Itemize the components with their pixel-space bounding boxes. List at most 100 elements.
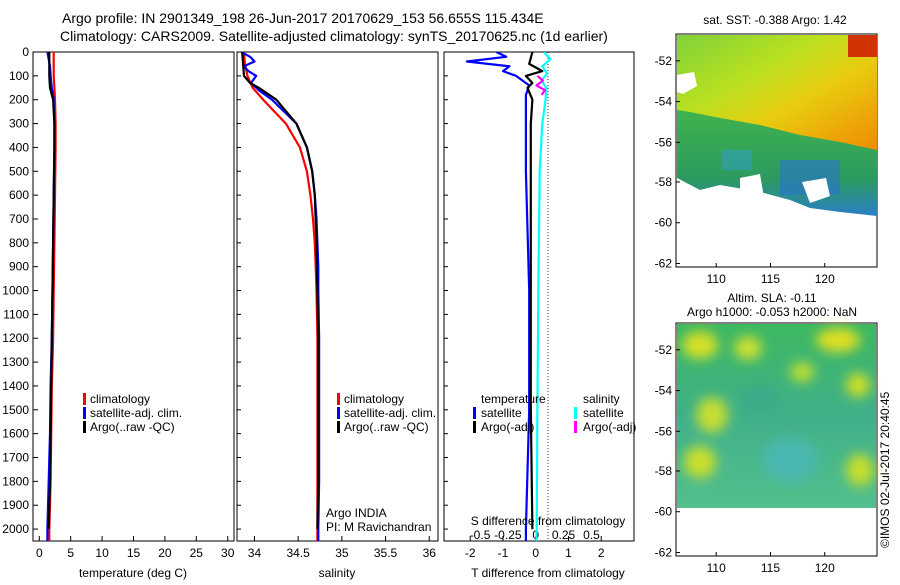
depth-tick-label: 1400 xyxy=(2,379,29,393)
temperature-series xyxy=(46,52,57,541)
series-line xyxy=(535,52,552,541)
legend-sal-title: salinity xyxy=(583,392,620,406)
sla-field xyxy=(677,324,876,508)
depth-tick-label: 500 xyxy=(9,164,29,178)
legend-clim: climatology xyxy=(90,392,150,406)
map-y-tick-label: -62 xyxy=(655,257,673,271)
depth-tick-label: 1900 xyxy=(2,498,29,512)
depth-tick-label: 400 xyxy=(9,140,29,154)
legend-swatch-s-argo xyxy=(574,421,577,433)
salinity-difference-axis: -0.5 -0.25 0 0.25 0.5 xyxy=(470,528,600,542)
annotation-line1: Argo INDIA xyxy=(326,506,387,520)
legend-swatch-sat xyxy=(83,407,86,419)
x-tick-label: 5 xyxy=(67,546,74,560)
sla-map-title-1: Altim. SLA: -0.11 xyxy=(727,291,816,305)
series-line xyxy=(242,52,319,541)
legend-argo: Argo(..raw -QC) xyxy=(344,420,429,434)
x-tick-label: 1 xyxy=(565,546,572,560)
salinity-series xyxy=(240,52,321,541)
sst-map: sat. SST: -0.388 Argo: 1.42 110 115 120 -52… xyxy=(655,13,878,286)
depth-tick-label: 1500 xyxy=(2,403,29,417)
x-tick-label: 20 xyxy=(158,546,172,560)
x-tick-label: -2 xyxy=(465,546,476,560)
legend-swatch-sat xyxy=(337,407,340,419)
depth-tick-label: 100 xyxy=(9,69,29,83)
legend-swatch-t-argo xyxy=(473,421,476,433)
difference-x-axis: -2 -1 0 1 2 xyxy=(444,51,605,560)
map-x-tick-label: 115 xyxy=(761,561,780,575)
legend-swatch-s-sat xyxy=(574,407,577,419)
sst-field-warm xyxy=(677,35,877,150)
x2-tick-label: -0.25 xyxy=(494,528,522,542)
sst-hot-corner xyxy=(848,35,877,57)
map-x-tick-label: 120 xyxy=(815,561,835,575)
sla-high-blob xyxy=(846,373,870,397)
sst-missing-data xyxy=(802,178,830,203)
x-tick-label: 2 xyxy=(598,546,605,560)
depth-tick-label: 1000 xyxy=(2,284,29,298)
temperature-panel: 0100200300400500600700800900100011001200… xyxy=(2,45,234,580)
sla-high-blob xyxy=(684,446,716,478)
sla-high-blob xyxy=(816,328,860,352)
legend-sat: satellite-adj. clim. xyxy=(344,406,436,420)
map-y-tick-label: -56 xyxy=(655,424,673,438)
temperature-xlabel: temperature (deg C) xyxy=(79,566,187,580)
depth-axis: 0 100 200 300 400 500 600 700 800 900 1000 1100 1200… xyxy=(2,45,38,536)
difference-xlabel: T difference from climatology xyxy=(471,566,625,580)
x-tick-label: 30 xyxy=(221,546,235,560)
salinity-xlabel: salinity xyxy=(319,566,356,580)
salinity-panel: 34 34.5 35 35.5 36 salinity climatology sate… xyxy=(236,51,439,580)
salinity-axes xyxy=(236,51,439,542)
series-line xyxy=(535,75,547,96)
annotation-line2: PI: M Ravichandran xyxy=(326,520,431,534)
legend-swatch-t-sat xyxy=(473,407,476,419)
x-tick-label: 34 xyxy=(248,546,262,560)
sla-map: Altim. SLA: -0.11 Argo h1000: -0.053 h20… xyxy=(655,291,878,575)
sla-map-axes: 110 115 120 -52 -54 -56 -58 -60 -62 xyxy=(655,343,835,575)
map-x-tick-label: 110 xyxy=(707,272,726,286)
legend-swatch-argo xyxy=(337,421,340,433)
legend-swatch-argo xyxy=(83,421,86,433)
sst-missing-data xyxy=(677,72,697,94)
temperature-legend: climatology satellite-adj. clim. Argo(..… xyxy=(83,392,182,434)
map-y-tick-label: -56 xyxy=(655,135,673,149)
sla-high-blob xyxy=(696,397,728,433)
sla-blobs xyxy=(682,328,874,486)
x-tick-label: 36 xyxy=(423,546,437,560)
depth-tick-label: 1200 xyxy=(2,331,29,345)
map-y-tick-label: -58 xyxy=(655,464,673,478)
series-line xyxy=(240,52,321,541)
series-line xyxy=(47,52,56,530)
difference-series xyxy=(465,52,552,541)
legend-swatch-clim xyxy=(337,393,340,405)
series-line xyxy=(524,52,544,530)
legend-clim: climatology xyxy=(344,392,404,406)
depth-tick-label: 600 xyxy=(9,188,29,202)
depth-tick-label: 700 xyxy=(9,212,29,226)
legend-sat: satellite-adj. clim. xyxy=(90,406,182,420)
difference-legend: temperature salinity satellite Argo(-adj… xyxy=(473,392,636,434)
x-tick-label: 10 xyxy=(95,546,109,560)
legend-t-sat: satellite xyxy=(481,406,522,420)
map-x-tick-label: 120 xyxy=(815,272,835,286)
legend-s-sat: satellite xyxy=(583,406,624,420)
map-x-tick-label: 110 xyxy=(707,561,726,575)
sla-high-blob xyxy=(790,362,814,382)
map-y-tick-label: -60 xyxy=(655,216,673,230)
imos-watermark: ©IMOS 02-Jul-2017 20:40:45 xyxy=(878,391,892,548)
depth-tick-label: 800 xyxy=(9,236,29,250)
x-tick-label: 0 xyxy=(36,546,43,560)
legend-argo: Argo(..raw -QC) xyxy=(90,420,175,434)
map-y-tick-label: -52 xyxy=(655,54,673,68)
x-tick-label: 0 xyxy=(532,546,539,560)
map-y-tick-label: -62 xyxy=(655,546,673,560)
legend-t-argo: Argo(-adj) xyxy=(481,420,534,434)
header-line1: Argo profile: IN 2901349_198 26-Jun-2017… xyxy=(62,10,544,26)
series-line xyxy=(241,52,320,530)
depth-tick-label: 1100 xyxy=(3,307,29,321)
depth-tick-label: 1700 xyxy=(2,451,29,465)
x-tick-label: 15 xyxy=(127,546,141,560)
sla-low-blob xyxy=(740,386,780,414)
x2-tick-label: -0.5 xyxy=(470,528,491,542)
